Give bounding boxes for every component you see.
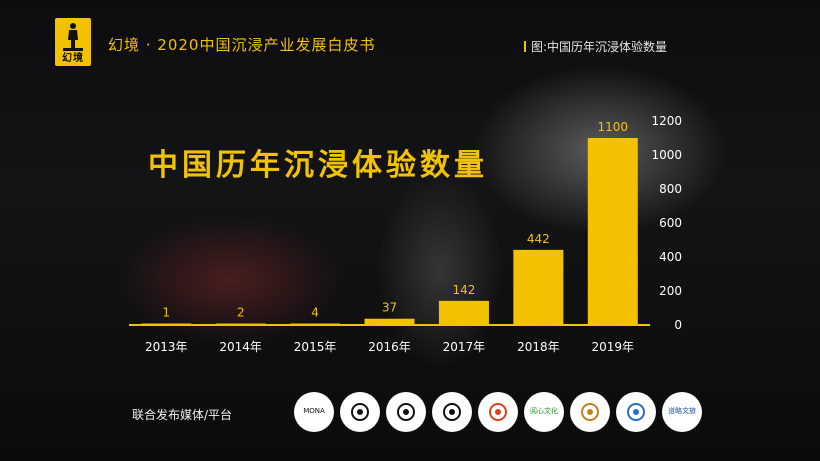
data-label: 37 <box>382 301 397 315</box>
report-title: 幻境 · 2020中国沉浸产业发展白皮书 <box>108 36 376 54</box>
y-tick-label: 200 <box>659 284 682 298</box>
museum-logo <box>340 392 380 432</box>
y-tick-label: 1200 <box>651 114 682 128</box>
chart-title: 中国历年沉浸体验数量 <box>148 148 488 183</box>
brand-logo: 幻境 <box>55 18 91 66</box>
helmet-logo <box>386 392 426 432</box>
data-label: 442 <box>527 232 550 246</box>
figure-logo <box>570 392 610 432</box>
bar-2016年 <box>364 318 415 325</box>
bar-2019年 <box>587 138 638 325</box>
data-label: 142 <box>452 283 475 297</box>
bar-2015年 <box>290 323 341 325</box>
data-label: 1 <box>162 306 170 320</box>
bar-2017年 <box>438 300 489 325</box>
y-tick-label: 0 <box>674 318 682 332</box>
daolue-logo: 道略文旅 <box>662 392 702 432</box>
standing-figure-icon <box>63 23 83 51</box>
x-tick-label: 2017年 <box>443 340 486 354</box>
data-label: 2 <box>237 306 245 320</box>
mona-logo: MONA <box>294 392 334 432</box>
bar-2014年 <box>215 323 266 325</box>
y-tick-label: 800 <box>659 182 682 196</box>
x-tick-label: 2015年 <box>294 340 337 354</box>
x-tick-label: 2016年 <box>368 340 411 354</box>
bar-2013年 <box>141 323 192 325</box>
x-tick-label: 2019年 <box>592 340 635 354</box>
partners-label: 联合发布媒体/平台 <box>132 408 233 422</box>
logo-text: 幻境 <box>62 53 84 64</box>
owl-logo <box>432 392 472 432</box>
data-label: 1100 <box>598 120 629 134</box>
x-tick-label: 2018年 <box>517 340 560 354</box>
x-tick-label: 2013年 <box>145 340 188 354</box>
data-label: 4 <box>311 306 319 320</box>
leaf-logo: 阅心文化 <box>524 392 564 432</box>
blue-circle-logo <box>616 392 656 432</box>
y-tick-label: 1000 <box>651 148 682 162</box>
x-tick-label: 2014年 <box>219 340 262 354</box>
figure-caption: 图:中国历年沉浸体验数量 <box>524 38 667 55</box>
bar-2018年 <box>513 249 564 325</box>
camera-logo <box>478 392 518 432</box>
y-tick-label: 400 <box>659 250 682 264</box>
y-tick-label: 600 <box>659 216 682 230</box>
